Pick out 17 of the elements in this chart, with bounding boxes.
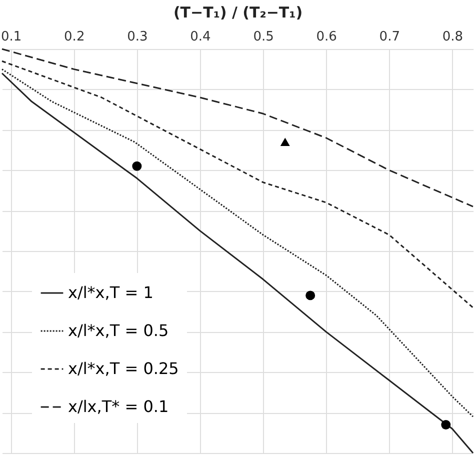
- x-tick-label: 0.7: [379, 30, 400, 44]
- legend-label: x/l*x,T = 1: [68, 283, 154, 302]
- point: [441, 420, 451, 430]
- x-tick-label: 0.3: [127, 30, 148, 44]
- point: [306, 290, 316, 300]
- x-tick-label: 0.1: [0, 30, 22, 44]
- point: [280, 138, 290, 146]
- legend-label: x/lx,T* = 0.1: [68, 397, 169, 416]
- x-tick-label: 0.5: [253, 30, 274, 44]
- x-tick-label: 0.6: [316, 30, 337, 44]
- x-tick-label: 0.8: [442, 30, 464, 44]
- x-axis-title: (T−T₁) / (T₂−T₁): [173, 4, 303, 22]
- point: [132, 161, 142, 171]
- x-tick-label: 0.2: [64, 30, 85, 44]
- legend-label: x/l*x,T = 0.5: [68, 321, 169, 340]
- legend-label: x/l*x,T = 0.25: [68, 359, 179, 378]
- x-tick-label: 0.4: [190, 30, 211, 44]
